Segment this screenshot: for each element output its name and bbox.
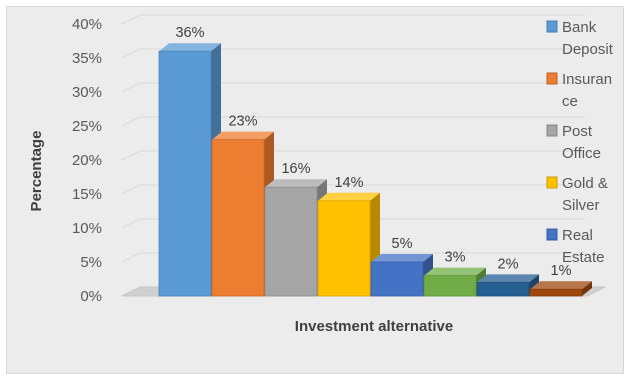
legend-label: Post (562, 123, 593, 140)
bar-top (318, 192, 380, 201)
legend-label: Silver (562, 197, 600, 214)
y-tick-label: 5% (80, 254, 102, 271)
data-label: 23% (228, 114, 257, 130)
legend-label: Deposit (562, 41, 614, 58)
gridline-side (121, 14, 141, 25)
bar-top (371, 254, 433, 262)
y-tick-label: 15% (72, 186, 102, 203)
data-label: 16% (281, 161, 310, 177)
bar (317, 200, 371, 297)
gridline-side (121, 218, 141, 229)
legend-swatch (546, 176, 558, 189)
legend-swatch (546, 124, 558, 137)
data-label: 36% (175, 25, 204, 41)
gridline-side (121, 48, 141, 59)
bar (158, 50, 212, 297)
gridline-side (121, 116, 141, 127)
legend-label: Gold & (562, 175, 608, 192)
legend-label: Real (562, 227, 593, 244)
y-tick-label: 10% (72, 220, 102, 237)
legend-label: Estate (562, 249, 605, 266)
gridline-side (121, 252, 141, 263)
bar (423, 275, 477, 297)
legend-label: Office (562, 145, 601, 162)
data-label: 1% (551, 263, 572, 279)
gridline-side (121, 150, 141, 161)
gridline-side (121, 82, 141, 93)
bar-top (477, 274, 539, 283)
data-label: 2% (498, 256, 519, 272)
legend-label: Insuran (562, 71, 612, 88)
bar (211, 139, 265, 297)
legend-label: ce (562, 93, 578, 110)
bar (370, 261, 424, 297)
bar-top (265, 179, 327, 188)
y-tick-label: 25% (72, 118, 102, 135)
bar-top (212, 131, 274, 140)
legend-swatch (546, 228, 558, 241)
legend-label: Bank (562, 19, 597, 36)
y-tick-label: 35% (72, 50, 102, 67)
bar (476, 281, 530, 297)
y-tick-label: 20% (72, 152, 102, 169)
data-label: 5% (392, 236, 413, 252)
legend-swatch (546, 20, 558, 33)
bar-side (582, 281, 592, 296)
bar (264, 186, 318, 297)
x-axis-title: Investment alternative (295, 318, 453, 335)
y-tick-label: 40% (72, 16, 102, 33)
data-label: 14% (334, 175, 363, 191)
y-axis-title: Percentage (28, 131, 45, 212)
bar-top (530, 281, 592, 290)
gridline-side (121, 184, 141, 195)
bar-top (159, 43, 221, 52)
bar (529, 288, 583, 297)
bar-chart: 0% 5% 10% 15% 20% 25% 30% 35% 40% 36% 23% 16% 14% 5% 3… (28, 14, 614, 335)
legend-swatch (546, 72, 558, 85)
y-tick-label: 30% (72, 84, 102, 101)
chart-area: 0% 5% 10% 15% 20% 25% 30% 35% 40% 36% 23% 16% 14% 5% 3… (6, 6, 624, 374)
bar-top (424, 267, 486, 276)
y-tick-label: 0% (80, 288, 102, 305)
data-label: 3% (445, 250, 466, 266)
